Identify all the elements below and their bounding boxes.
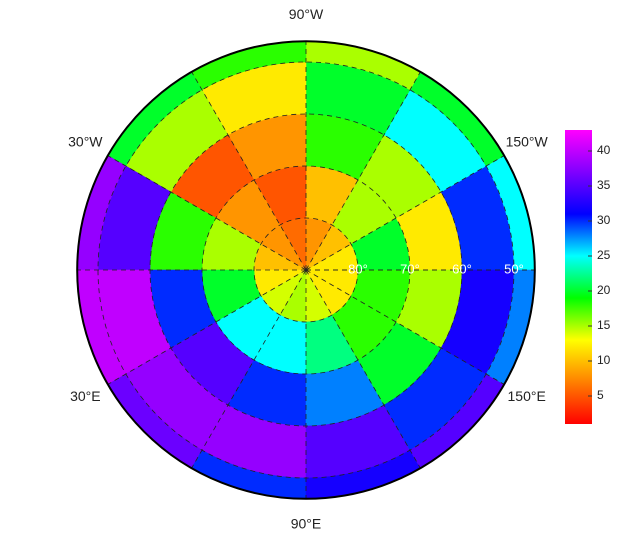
colorbar-tick-label: 30	[597, 213, 611, 227]
meridian	[305, 269, 421, 469]
colorbar-tick-label: 40	[597, 143, 611, 157]
latitude-label: 50°	[504, 261, 524, 276]
latitude-label: 80°	[348, 261, 368, 276]
colorbar-tick-label: 5	[597, 388, 604, 402]
colorbar-tick-label: 35	[597, 178, 611, 192]
longitude-label: 30°E	[70, 388, 101, 404]
longitude-label: 150°W	[506, 133, 549, 149]
map-border	[76, 40, 536, 500]
colorbar-tick-label: 15	[597, 318, 611, 332]
meridian	[305, 269, 505, 385]
longitude-label: 30°W	[68, 133, 103, 149]
parallel	[253, 217, 359, 323]
meridian	[191, 71, 307, 271]
colorbar-tick-label: 10	[597, 353, 611, 367]
meridian	[305, 155, 505, 271]
colorbar	[565, 130, 592, 424]
meridian	[107, 155, 307, 271]
latitude-label: 70°	[400, 261, 420, 276]
longitude-label: 150°E	[508, 388, 546, 404]
colorbar-tick-label: 20	[597, 283, 611, 297]
meridian	[191, 269, 307, 469]
longitude-label: 90°W	[289, 6, 324, 22]
meridian	[107, 269, 307, 385]
meridian	[305, 71, 421, 271]
colorbar-tick-label: 25	[597, 248, 611, 262]
longitude-label: 90°E	[291, 516, 322, 532]
latitude-label: 60°	[452, 261, 472, 276]
